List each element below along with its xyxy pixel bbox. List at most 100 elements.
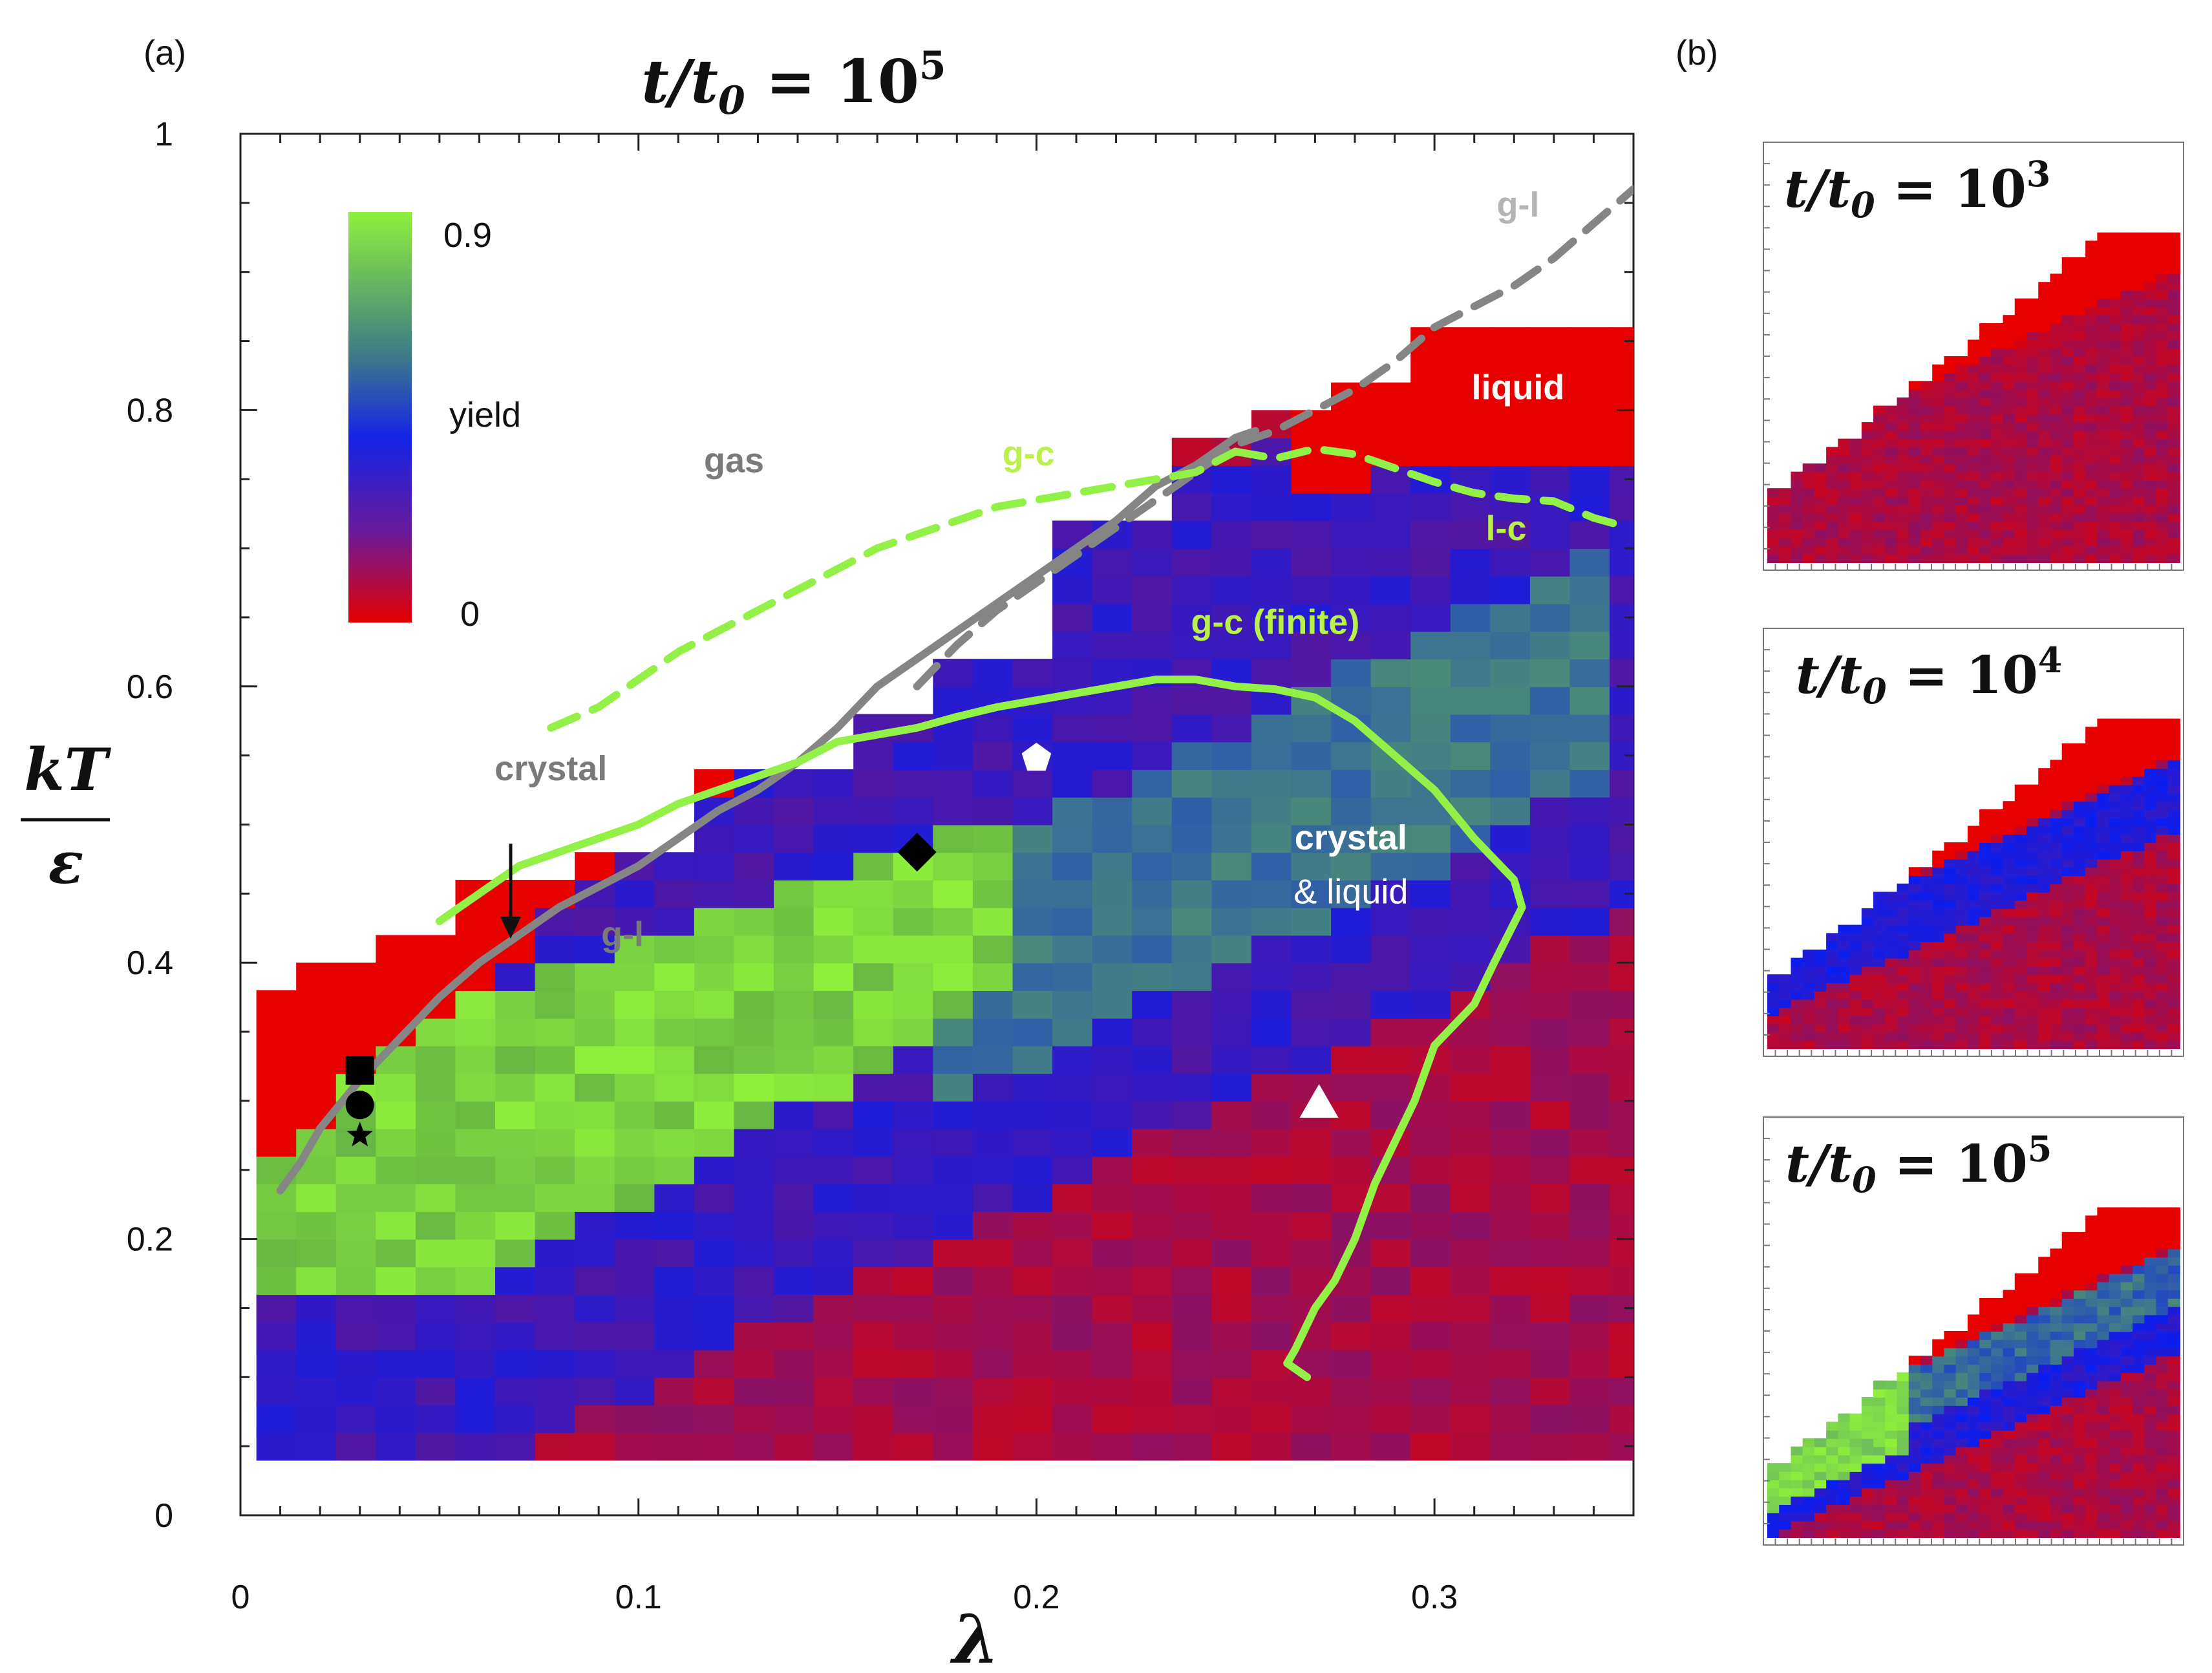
heatmap-cell-793	[1410, 1377, 1451, 1406]
small-cell-3-642	[2085, 1281, 2098, 1291]
small-cell-3-205	[1920, 1438, 1933, 1447]
heatmap-cell-200	[654, 1377, 695, 1406]
small-cell-3-212	[1920, 1380, 1933, 1390]
small-cell-2-366	[1991, 875, 2004, 884]
small-cell-1-506	[2050, 529, 2063, 538]
heatmap-cell-791	[1410, 1432, 1451, 1461]
x-tick-labels: 0 0.1 0.2 0.3	[231, 1579, 1458, 1616]
small-cell-3-830	[2144, 1372, 2157, 1381]
heatmap-cell-880	[1490, 1239, 1531, 1268]
small-cell-2-545	[2061, 982, 2074, 992]
small-cell-3-398	[2003, 1339, 2015, 1348]
small-cell-2-584	[2073, 966, 2087, 975]
heatmap-cell-169	[575, 1018, 615, 1047]
small-cell-3-110	[1861, 1422, 1875, 1431]
small-cell-1-812	[2144, 546, 2157, 555]
small-cell-3-171	[1897, 1372, 1909, 1381]
small-cell-3-258	[1944, 1380, 1957, 1390]
small-cell-1-574	[2061, 257, 2074, 266]
heatmap-cell-695	[1291, 879, 1332, 908]
heatmap-cell-556	[1132, 686, 1173, 715]
small-cell-2-214	[1920, 875, 1933, 884]
heatmap-cell-988	[1569, 520, 1611, 549]
small-cell-3-751	[2120, 1364, 2134, 1373]
small-cell-1-188	[1908, 422, 1921, 431]
heatmap-cell-389	[933, 1018, 973, 1047]
small-cell-1-535	[2050, 290, 2063, 299]
small-cell-2-507	[2050, 1007, 2063, 1016]
small-cell-3-651	[2097, 1529, 2110, 1538]
small-cell-3-639	[2085, 1306, 2098, 1316]
small-cell-2-247	[1944, 982, 1957, 992]
heatmap-cell-846	[1450, 1045, 1491, 1074]
heatmap-cell-60	[376, 1239, 416, 1268]
small-cell-2-777	[2132, 990, 2145, 1000]
heatmap-cell-715	[1331, 1377, 1372, 1406]
small-cell-1-322	[1979, 513, 1992, 522]
small-cell-2-930	[2167, 718, 2180, 728]
small-cell-1-679	[2097, 323, 2110, 332]
small-cell-1-523	[2050, 389, 2063, 398]
heatmap-cell-336	[853, 990, 894, 1019]
small-cell-1-743	[2120, 455, 2134, 464]
small-cell-3-350	[1991, 1496, 2004, 1505]
small-cell-2-681	[2097, 793, 2110, 802]
small-cell-2-747	[2120, 908, 2134, 917]
small-cell-2-138	[1885, 999, 1898, 1008]
small-cell-1-734	[2120, 529, 2134, 538]
heatmap-cell-520	[1092, 741, 1133, 771]
small-cell-3-552	[2061, 1413, 2074, 1423]
small-cell-1-786	[2132, 430, 2145, 440]
small-cell-1-745	[2120, 438, 2134, 448]
small-cell-1-667	[2097, 422, 2110, 431]
heatmap-cell-555	[1132, 714, 1173, 743]
small-cell-1-870	[2156, 397, 2169, 407]
heatmap-cell-987	[1569, 548, 1611, 577]
small-cell-2-868	[2156, 900, 2169, 910]
small-cell-2-905	[2167, 924, 2180, 934]
small-cell-3-757	[2120, 1314, 2134, 1324]
heatmap-cell-765	[1370, 1073, 1412, 1102]
heatmap-cell-17	[296, 1432, 337, 1461]
small-cell-3-760	[2120, 1290, 2134, 1299]
small-cell-1-91	[1849, 480, 1862, 489]
small-cell-3-554	[2061, 1397, 2074, 1406]
small-cell-3-540	[2061, 1512, 2074, 1522]
small-cell-3-727	[2109, 1231, 2122, 1241]
small-cell-3-279	[1955, 1413, 1968, 1423]
heatmap-cell-1018	[1610, 824, 1633, 853]
small-cell-1-817	[2144, 504, 2157, 514]
small-cell-1-56	[1826, 529, 1839, 538]
small-cell-3-394	[2003, 1372, 2015, 1381]
heatmap-cell-228	[694, 1211, 735, 1240]
small-cell-1-187	[1908, 430, 1921, 440]
small-cell-2-825	[2144, 924, 2157, 934]
small-cell-2-267	[1955, 1023, 1968, 1033]
heatmap-cell-339	[853, 907, 894, 936]
small-cell-3-665	[2097, 1413, 2110, 1423]
small-cell-1-419	[2014, 438, 2028, 448]
small-cell-3-504	[2050, 1520, 2063, 1530]
heatmap-cell-119	[495, 1239, 536, 1268]
heatmap-cell-1015	[1610, 907, 1633, 936]
heatmap-cell-128	[495, 990, 536, 1019]
region-label-6: crystal	[495, 749, 607, 788]
heatmap-cell-794	[1410, 1349, 1451, 1378]
small-cell-2-104	[1861, 982, 1875, 992]
small-cell-1-457	[2026, 389, 2039, 398]
small-cell-1-919	[2167, 323, 2180, 332]
small-cell-2-657	[2097, 990, 2110, 1000]
heatmap-cell-1005	[1610, 1184, 1633, 1212]
small-cell-3-645	[2085, 1257, 2098, 1266]
small-cell-1-690	[2097, 232, 2110, 242]
small-cell-2-780	[2132, 966, 2145, 975]
small-cell-2-551	[2061, 933, 2074, 943]
heatmap-cell-303	[813, 1211, 855, 1240]
heatmap-cell-938	[1529, 769, 1571, 798]
small-cell-3-712	[2109, 1356, 2122, 1365]
small-cell-1-877	[2156, 339, 2169, 349]
small-cell-1-810	[2132, 232, 2145, 242]
small-cell-2-488	[2038, 883, 2051, 893]
heatmap-cell-218	[654, 879, 695, 908]
small-cell-3-78	[1838, 1438, 1851, 1447]
